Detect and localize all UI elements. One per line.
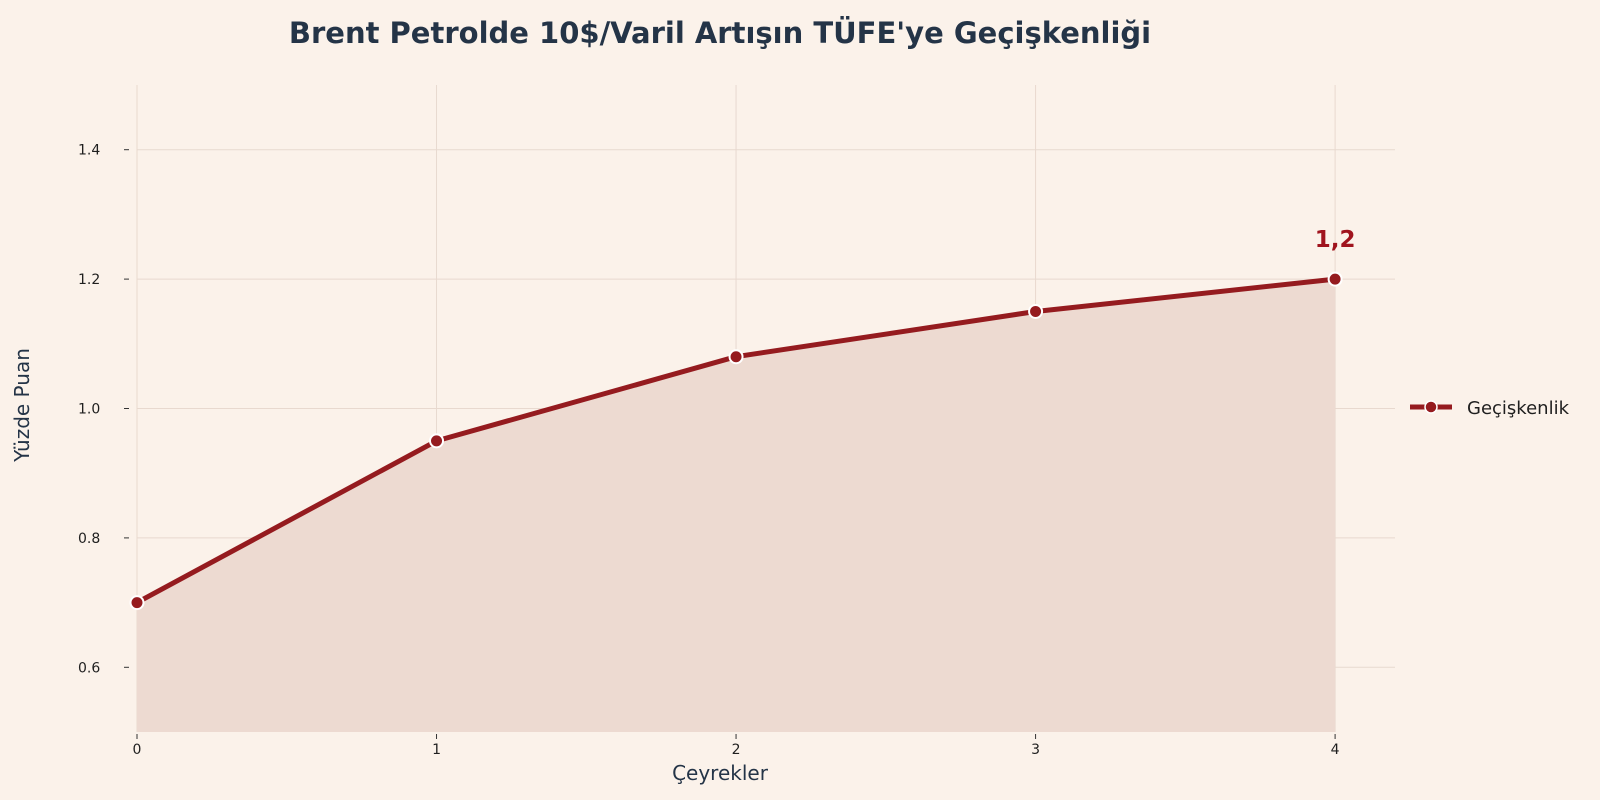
x-axis-ticks: 0 1 2 3 4 bbox=[133, 734, 1340, 758]
chart-title: Brent Petrolde 10$/Varil Artışın TÜFE'ye… bbox=[289, 16, 1151, 50]
y-tick-label: 1.2 bbox=[78, 272, 100, 288]
data-points bbox=[129, 271, 1343, 611]
data-point bbox=[1327, 271, 1343, 287]
data-label: 1,2 bbox=[1315, 227, 1356, 253]
x-tick-label: 4 bbox=[1331, 742, 1340, 758]
data-point bbox=[728, 349, 744, 365]
data-point bbox=[129, 595, 145, 611]
legend-marker bbox=[1424, 400, 1438, 414]
data-point bbox=[1028, 303, 1044, 319]
legend: Geçişkenlik bbox=[1410, 398, 1570, 419]
annotations: 1,2 bbox=[1315, 227, 1356, 253]
y-tick-label: 1.0 bbox=[78, 402, 100, 418]
x-tick-label: 0 bbox=[133, 742, 142, 758]
y-axis-label: Yüzde Puan bbox=[10, 348, 34, 463]
y-tick-label: 0.6 bbox=[78, 660, 100, 676]
x-tick-label: 1 bbox=[432, 742, 441, 758]
area-fill bbox=[137, 279, 1336, 732]
data-point bbox=[429, 433, 445, 449]
y-axis-ticks: 0.6 0.8 1.0 1.2 1.4 bbox=[78, 143, 129, 676]
x-tick-label: 3 bbox=[1031, 742, 1040, 758]
y-tick-label: 0.8 bbox=[78, 531, 100, 547]
x-axis-label: Çeyrekler bbox=[672, 761, 769, 785]
x-tick-label: 2 bbox=[732, 742, 741, 758]
legend-label: Geçişkenlik bbox=[1467, 398, 1570, 419]
series-area bbox=[137, 279, 1336, 732]
y-tick-label: 1.4 bbox=[78, 143, 100, 159]
